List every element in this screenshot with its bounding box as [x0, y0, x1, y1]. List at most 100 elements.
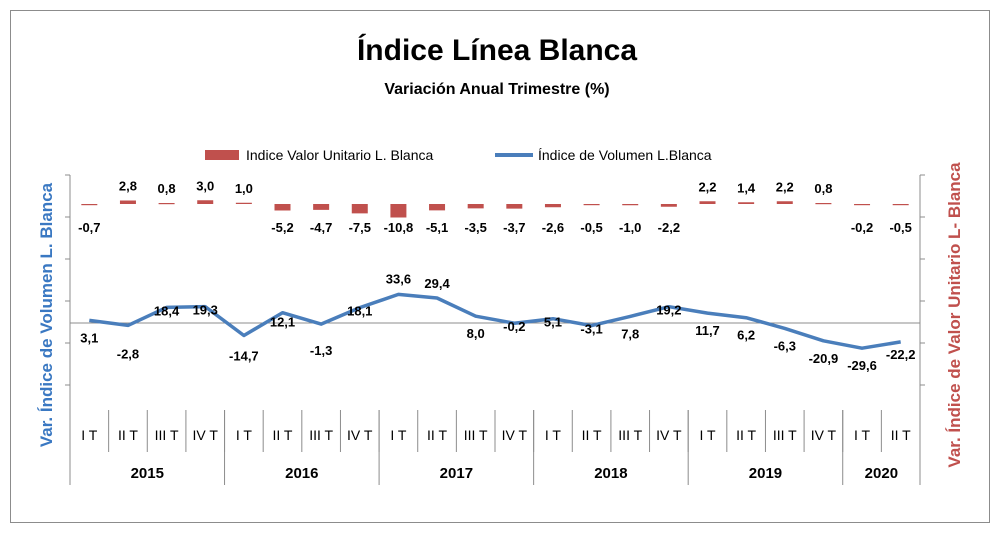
bar-data-label: -2,6: [542, 220, 564, 235]
x-tick-label: I T: [854, 427, 871, 443]
x-tick-label: IV T: [347, 427, 373, 443]
bar-series: [81, 200, 909, 218]
bar: [81, 204, 98, 206]
x-tick-label: IV T: [656, 427, 682, 443]
data-labels: -0,7 2,8 0,8 3,0 1,0 -5,2 -4,7 -7,5 -10,8 -5,1 -3,…: [78, 178, 915, 373]
x-tick-label: IV T: [811, 427, 837, 443]
bar: [390, 204, 407, 218]
chart-subtitle: Variación Anual Trimestre (%): [384, 81, 609, 98]
bar-data-label: 3,0: [196, 178, 214, 193]
bar: [119, 200, 136, 204]
line-data-label: -22,2: [886, 347, 916, 362]
x-tick-label: I T: [545, 427, 562, 443]
bar: [429, 204, 446, 211]
x-tick-label: II T: [736, 427, 756, 443]
bar: [892, 204, 909, 206]
x-tick-label: I T: [236, 427, 253, 443]
x-year-label: 2015: [131, 465, 164, 482]
bar: [583, 204, 600, 206]
bar-data-label: 0,8: [158, 181, 176, 196]
bar-data-label: -0,2: [851, 220, 873, 235]
bar-data-label: -5,2: [271, 220, 293, 235]
line-data-label: -20,9: [809, 351, 839, 366]
line-data-label: -3,1: [580, 322, 602, 337]
x-tick-label: III T: [155, 427, 179, 443]
line-series: [89, 292, 901, 350]
line-data-label: 19,3: [193, 303, 218, 318]
line-data-label: 12,1: [270, 315, 295, 330]
y-axis-right-label: Var. Índice de Valor Unitario L- Blanca: [945, 162, 964, 468]
x-tick-label: I T: [81, 427, 98, 443]
x-tick-label: III T: [618, 427, 642, 443]
bar: [274, 204, 291, 211]
y-axis-left-label: Var. Índice de Volumen L. Blanca: [37, 182, 56, 447]
line-data-label: 11,7: [695, 323, 720, 338]
x-tick-label: I T: [390, 427, 407, 443]
bar-data-label: 0,8: [814, 181, 832, 196]
line-data-label: 18,4: [154, 303, 180, 318]
line-data-label: 5,1: [544, 315, 562, 330]
bar: [158, 203, 175, 205]
bar-data-label: 1,0: [235, 181, 253, 196]
bar: [313, 204, 330, 210]
x-tick-label: III T: [464, 427, 488, 443]
bar-data-label: -1,0: [619, 220, 641, 235]
bar: [815, 203, 832, 205]
bar-data-label: -4,7: [310, 220, 332, 235]
bar-data-label: -3,7: [503, 220, 525, 235]
bar-data-label: -5,1: [426, 220, 448, 235]
line-data-label: -14,7: [229, 348, 259, 363]
line-data-label: -29,6: [847, 358, 877, 373]
line-data-label: -0,2: [503, 319, 525, 334]
chart-title: Índice Línea Blanca: [357, 33, 637, 67]
bar: [738, 202, 755, 204]
bar: [506, 204, 523, 209]
bar-data-label: -7,5: [349, 220, 371, 235]
x-axis: I T II T III T IV T I T II T III T IV T I T II T I…: [81, 410, 921, 485]
bar-data-label: -2,2: [658, 220, 680, 235]
legend: Indice Valor Unitario L. Blanca Índice d…: [205, 147, 712, 163]
x-tick-label: IV T: [193, 427, 219, 443]
x-year-label: 2018: [594, 465, 627, 482]
bar: [197, 200, 214, 204]
line-data-label: 6,2: [737, 328, 755, 343]
bar: [622, 204, 639, 206]
bar-data-label: -3,5: [464, 220, 486, 235]
x-tick-label: II T: [891, 427, 911, 443]
bar-data-label: -0,5: [580, 220, 602, 235]
line-data-label: 33,6: [386, 271, 411, 286]
bar: [467, 204, 484, 209]
bar-data-label: 2,2: [698, 179, 716, 194]
x-tick-label: III T: [309, 427, 333, 443]
bar-data-label: 1,4: [737, 180, 756, 195]
line-data-label: -2,8: [117, 346, 139, 361]
line-data-label: 19,2: [656, 303, 681, 318]
volume-line: [89, 292, 901, 350]
x-year-label: 2017: [440, 465, 473, 482]
legend-bar-label: Indice Valor Unitario L. Blanca: [246, 147, 433, 163]
x-year-label: 2016: [285, 465, 318, 482]
line-data-label: 3,1: [80, 330, 98, 345]
x-tick-label: I T: [699, 427, 716, 443]
x-year-label: 2019: [749, 465, 782, 482]
axes: [65, 174, 925, 485]
x-tick-label: II T: [427, 427, 447, 443]
line-data-label: 8,0: [467, 326, 485, 341]
bar-data-label: 2,2: [776, 179, 794, 194]
line-data-label: 18,1: [347, 304, 372, 319]
x-tick-label: II T: [273, 427, 293, 443]
x-tick-label: II T: [118, 427, 138, 443]
x-year-label: 2020: [865, 465, 898, 482]
bar: [699, 201, 716, 204]
line-data-label: -1,3: [310, 343, 332, 358]
chart-frame: [10, 10, 990, 523]
bar-data-label: -0,7: [78, 220, 100, 235]
line-data-label: 7,8: [621, 326, 639, 341]
line-data-label: 29,4: [424, 276, 450, 291]
bar: [854, 204, 871, 206]
legend-line-label: Índice de Volumen L.Blanca: [538, 147, 712, 163]
bar: [235, 202, 252, 204]
bar-data-label: 2,8: [119, 179, 137, 194]
bar-data-label: -0,5: [889, 220, 911, 235]
